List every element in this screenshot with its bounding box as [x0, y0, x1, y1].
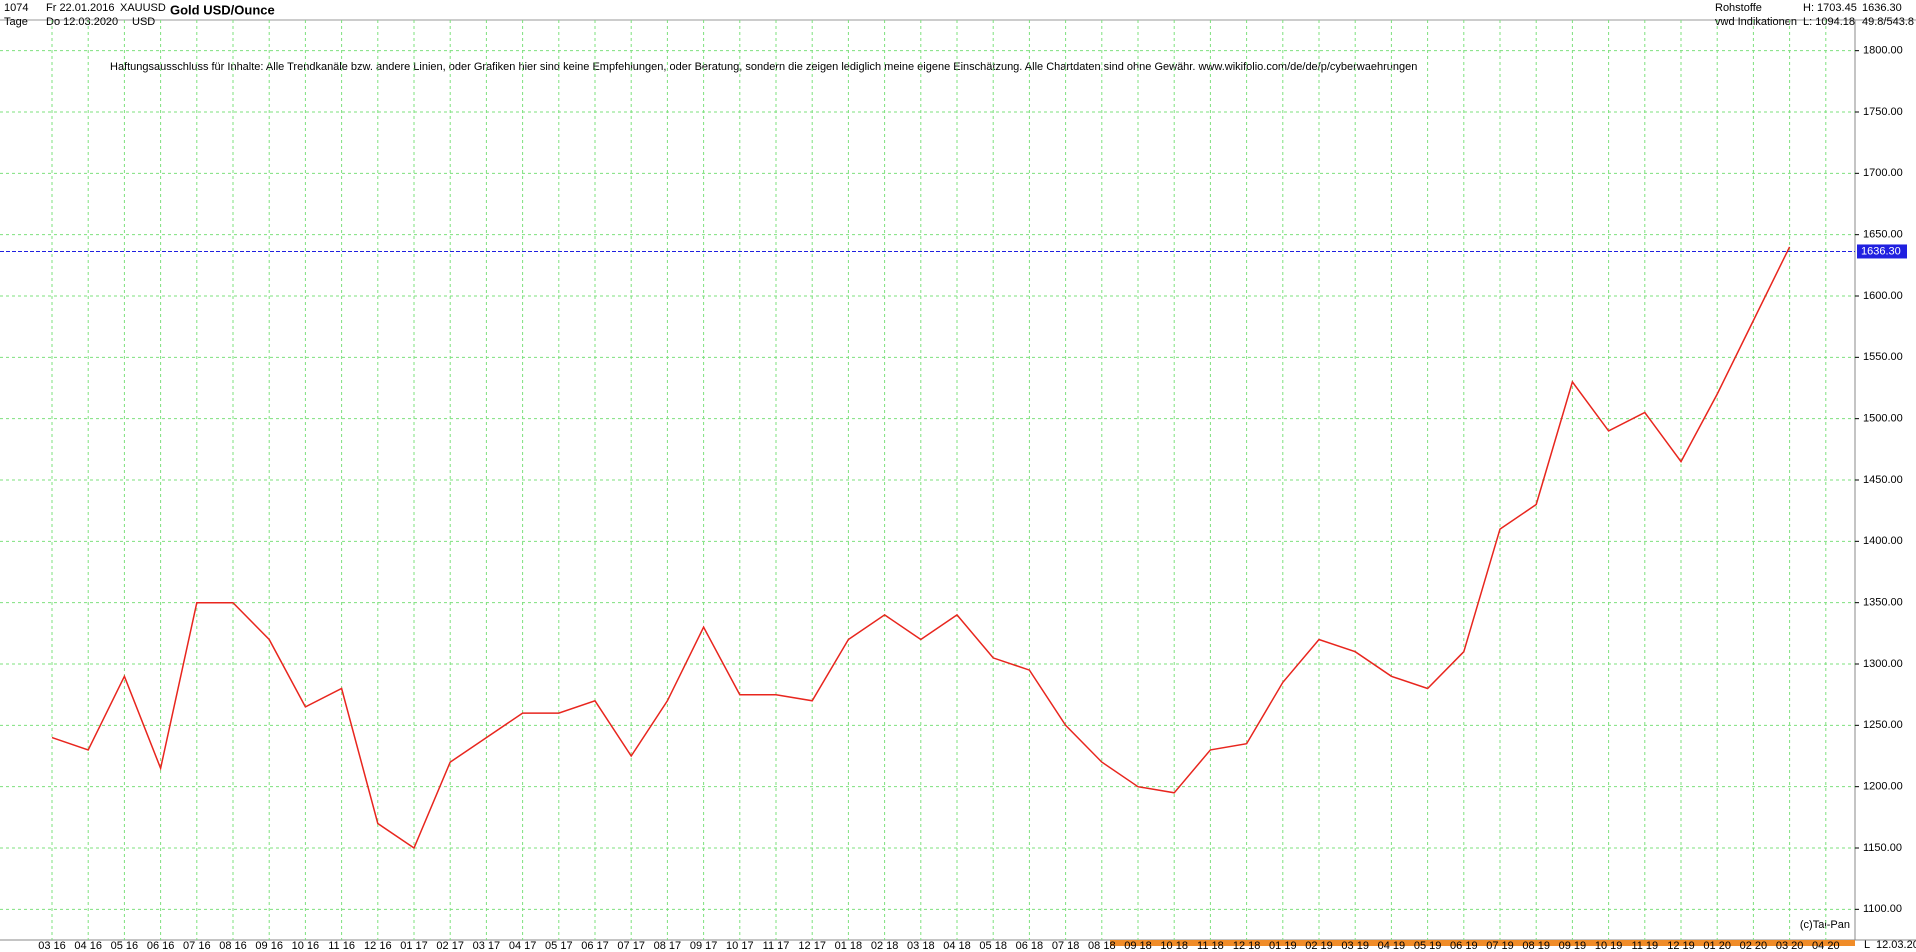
y-tick-label: 1700.00 — [1863, 167, 1903, 179]
header-currency: USD — [132, 16, 155, 28]
x-tick-label: 02 17 — [436, 940, 464, 952]
x-tick-label: 11 17 — [763, 940, 790, 952]
header-high: H: 1703.45 — [1803, 2, 1857, 14]
y-tick-label: 1800.00 — [1863, 45, 1903, 57]
y-tick-label: 1150.00 — [1863, 842, 1902, 854]
x-tick-label: 07 16 — [183, 940, 211, 952]
x-tick-label: 09 19 — [1559, 940, 1587, 952]
x-tick-label: 12 16 — [364, 940, 392, 952]
y-tick-label: 1650.00 — [1863, 229, 1903, 241]
x-tick-label: 08 17 — [654, 940, 682, 952]
x-tick-label: 08 18 — [1088, 940, 1116, 952]
x-tick-label: 10 17 — [726, 940, 754, 952]
x-tick-label: 01 20 — [1703, 940, 1731, 952]
x-tick-label: 08 16 — [219, 940, 247, 952]
header-count: 1074 — [4, 2, 28, 14]
x-tick-label: 04 20 — [1812, 940, 1840, 952]
y-tick-label: 1750.00 — [1863, 106, 1903, 118]
footer-date: 12.03.20 — [1876, 939, 1916, 951]
x-tick-label: 03 16 — [38, 940, 66, 952]
x-tick-label: 02 18 — [871, 940, 899, 952]
price-line — [51, 246, 1791, 850]
x-tick-label: 10 19 — [1595, 940, 1623, 952]
x-tick-label: 08 19 — [1522, 940, 1550, 952]
disclaimer: Haftungsausschluss für Inhalte: Alle Tre… — [110, 61, 1417, 73]
x-tick-label: 03 18 — [907, 940, 935, 952]
range-strip — [1110, 940, 1855, 946]
x-tick-label: 12 19 — [1667, 940, 1695, 952]
x-tick-label: 01 17 — [400, 940, 428, 952]
x-tick-label: 10 18 — [1160, 940, 1188, 952]
x-tick-label: 04 18 — [943, 940, 971, 952]
x-tick-label: 05 19 — [1414, 940, 1442, 952]
x-tick-label: 06 17 — [581, 940, 609, 952]
x-tick-label: 10 16 — [292, 940, 320, 952]
x-tick-label: 03 20 — [1776, 940, 1804, 952]
x-tick-label: 03 17 — [473, 940, 501, 952]
x-tick-label: 04 17 — [509, 940, 537, 952]
x-tick-label: 04 19 — [1378, 940, 1406, 952]
x-tick-label: 05 17 — [545, 940, 573, 952]
footer-scale: L — [1864, 939, 1870, 951]
x-tick-label: 09 17 — [690, 940, 718, 952]
y-tick-label: 1100.00 — [1863, 903, 1902, 915]
x-tick-label: 04 16 — [74, 940, 102, 952]
x-tick-label: 01 19 — [1269, 940, 1297, 952]
y-tick-label: 1400.00 — [1863, 535, 1903, 547]
x-tick-label: 01 18 — [835, 940, 863, 952]
header-name: Gold USD/Ounce — [170, 2, 275, 17]
header-source: vwd Indikationen — [1715, 16, 1797, 28]
y-tick-label: 1350.00 — [1863, 597, 1903, 609]
x-tick-label: 11 16 — [328, 940, 355, 952]
y-tick-label: 1300.00 — [1863, 658, 1903, 670]
header-from: Fr 22.01.2016 — [46, 2, 115, 14]
x-tick-label: 11 18 — [1197, 940, 1224, 952]
header-last: 1636.30 — [1862, 2, 1902, 14]
x-tick-label: 07 17 — [617, 940, 645, 952]
y-tick-label: 1600.00 — [1863, 290, 1903, 302]
x-tick-label: 02 20 — [1740, 940, 1768, 952]
x-tick-label: 11 19 — [1631, 940, 1658, 952]
x-tick-label: 07 18 — [1052, 940, 1080, 952]
copyright: (c)Tai-Pan — [1800, 919, 1850, 931]
x-tick-label: 02 19 — [1305, 940, 1333, 952]
y-tick-label: 1550.00 — [1863, 351, 1903, 363]
x-tick-label: 03 19 — [1341, 940, 1369, 952]
x-tick-label: 06 19 — [1450, 940, 1478, 952]
x-tick-label: 07 19 — [1486, 940, 1514, 952]
header-extra: 49.8/543.8 — [1862, 16, 1914, 28]
header-to: Do 12.03.2020 — [46, 16, 118, 28]
x-tick-label: 12 18 — [1233, 940, 1261, 952]
x-tick-label: 06 18 — [1016, 940, 1044, 952]
header-low: L: 1094.18 — [1803, 16, 1855, 28]
y-tick-label: 1200.00 — [1863, 781, 1903, 793]
current-price-box — [1857, 244, 1907, 259]
x-tick-label: 05 16 — [111, 940, 139, 952]
x-tick-label: 09 16 — [255, 940, 283, 952]
x-tick-label: 12 17 — [798, 940, 826, 952]
y-tick-label: 1500.00 — [1863, 413, 1903, 425]
y-tick-label: 1450.00 — [1863, 474, 1903, 486]
y-tick-label: 1250.00 — [1863, 719, 1903, 731]
x-tick-label: 05 18 — [979, 940, 1007, 952]
header-group: Rohstoffe — [1715, 2, 1762, 14]
current-price-label: 1636.30 — [1861, 245, 1901, 257]
x-tick-label: 09 18 — [1124, 940, 1152, 952]
header-symbol: XAUUSD — [120, 2, 166, 14]
header-period: Tage — [4, 16, 28, 28]
x-tick-label: 06 16 — [147, 940, 175, 952]
